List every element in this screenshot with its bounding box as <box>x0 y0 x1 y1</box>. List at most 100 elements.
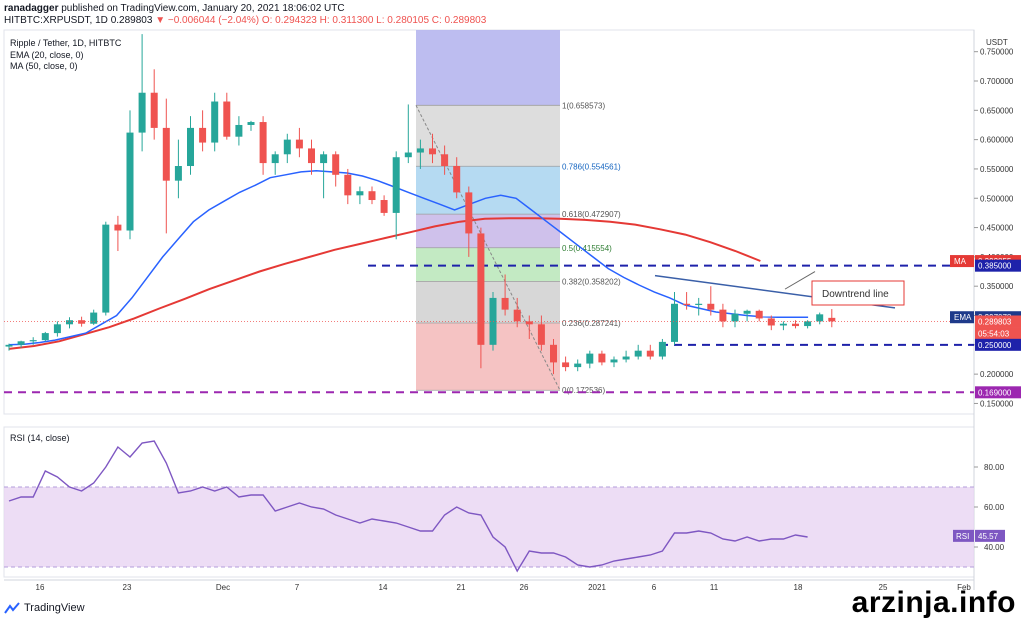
candle-body <box>441 154 449 167</box>
rsi-band <box>4 487 974 567</box>
candle-body <box>5 344 13 347</box>
fib-label-0.5: 0.5(0.415554) <box>562 244 612 253</box>
candle-body <box>53 324 61 334</box>
candle-body <box>537 324 545 345</box>
indicator-name-tag <box>950 255 974 268</box>
rsi-name-tag <box>953 529 974 542</box>
rsi-title: RSI (14, close) <box>10 433 70 443</box>
candle-body <box>574 363 582 368</box>
time-tick-label: 21 <box>457 583 466 592</box>
candle-body <box>683 303 691 305</box>
time-tick-label: Feb <box>957 583 971 592</box>
candle-body <box>235 124 243 137</box>
candle-body <box>695 303 703 305</box>
symbol-name: HITBTC:XRPUSDT, 1D <box>4 15 108 26</box>
candle-body <box>271 154 279 164</box>
axis-price-text: 05:54:03 <box>978 329 1010 338</box>
candle-body <box>332 154 340 175</box>
author-name[interactable]: ranadagger <box>4 3 59 14</box>
candle-body <box>247 122 255 125</box>
candle-body <box>658 341 666 357</box>
indicator-name-text: EMA <box>954 313 972 322</box>
price-tick-label: 0.450000 <box>980 224 1014 233</box>
indicator-legend: EMA (20, close, 0) <box>10 50 84 60</box>
axis-price-tag <box>975 338 1021 351</box>
axis-price-text: 0.169000 <box>978 388 1012 397</box>
fib-label-0.618: 0.618(0.472907) <box>562 210 621 219</box>
time-tick-label: 11 <box>710 583 719 592</box>
rsi-tick-label: 40.00 <box>984 543 1005 552</box>
price-tick-label: 0.700000 <box>980 77 1014 86</box>
time-tick-label: 23 <box>123 583 132 592</box>
indicator-legend: MA (50, close, 0) <box>10 61 78 71</box>
publish-header: ranadagger published on TradingView.com,… <box>4 2 345 15</box>
callout-pointer <box>784 271 816 290</box>
rsi-line <box>8 440 808 573</box>
axis-price-text: 0.385000 <box>978 262 1012 271</box>
price-tick-label: 0.200000 <box>980 370 1014 379</box>
time-tick-label: 18 <box>794 583 803 592</box>
candle-body <box>646 350 654 357</box>
candle-body <box>610 359 618 363</box>
price-tick-label: 0.500000 <box>980 194 1014 203</box>
time-tick-label: 2021 <box>588 583 606 592</box>
candle-body <box>320 154 328 164</box>
axis-price-tag <box>975 315 1021 328</box>
publish-info: published on TradingView.com, January 20… <box>61 3 345 14</box>
candle-body <box>404 152 412 158</box>
symbol-line: HITBTC:XRPUSDT, 1D 0.289803 ▼ −0.006044 … <box>4 14 486 27</box>
candle-body <box>562 362 570 368</box>
candle-body <box>513 309 521 322</box>
candle-body <box>501 297 509 310</box>
rsi-tick-label: 60.00 <box>984 503 1005 512</box>
candle-body <box>29 340 37 342</box>
candle-body <box>41 333 49 341</box>
price-tick-label: 0.650000 <box>980 106 1014 115</box>
candle-body <box>743 310 751 314</box>
candle-body <box>102 224 110 313</box>
candle-body <box>138 92 146 133</box>
candle-body <box>283 139 291 155</box>
price-tick-label: 0.350000 <box>980 282 1014 291</box>
tradingview-footer[interactable]: TradingView <box>4 602 85 614</box>
candle-body <box>453 166 461 193</box>
candle-body <box>598 353 606 363</box>
tradingview-logo-icon <box>4 602 20 614</box>
candle-body <box>114 224 122 231</box>
candle-body <box>767 318 775 326</box>
candle-body <box>308 148 315 164</box>
candle-body <box>477 233 485 345</box>
candle-body <box>634 350 642 357</box>
price-tick-label: 0.550000 <box>980 165 1014 174</box>
candle-body <box>90 312 98 324</box>
rsi-value-text: 45.57 <box>978 532 999 541</box>
candle-body <box>719 309 727 322</box>
candle-body <box>816 314 824 322</box>
fib-label-0.236: 0.236(0.287241) <box>562 319 621 328</box>
time-tick-label: 26 <box>520 583 529 592</box>
axis-price-text: 0.289803 <box>978 317 1012 326</box>
candle-body <box>550 344 557 363</box>
ohlc-values: O: 0.294323 H: 0.311300 L: 0.280105 C: 0… <box>261 15 487 26</box>
axis-price-tag <box>975 327 1021 340</box>
candle-body <box>525 321 533 325</box>
fib-label-1: 1(0.658573) <box>562 101 605 110</box>
price-tick-label: 0.600000 <box>980 136 1014 145</box>
fib-zone-0.236 <box>416 322 560 391</box>
candle-body <box>792 323 799 327</box>
axis-price-tag <box>975 386 1021 399</box>
chart-title: Ripple / Tether, 1D, HITBTC <box>10 38 122 48</box>
fib-label-0.786: 0.786(0.554561) <box>562 162 621 171</box>
ma50-line <box>8 217 761 350</box>
candle-body <box>755 310 763 319</box>
rsi-tick-label: 80.00 <box>984 463 1005 472</box>
candle-body <box>622 356 630 360</box>
candle-body <box>707 303 715 310</box>
fib-zone-0.786 <box>416 166 560 215</box>
candle-body <box>380 200 388 213</box>
time-tick-label: 16 <box>36 583 45 592</box>
indicator-name-text: MA <box>954 257 967 266</box>
candle-body <box>465 192 473 234</box>
fib-label-0.382: 0.382(0.358202) <box>562 277 621 286</box>
